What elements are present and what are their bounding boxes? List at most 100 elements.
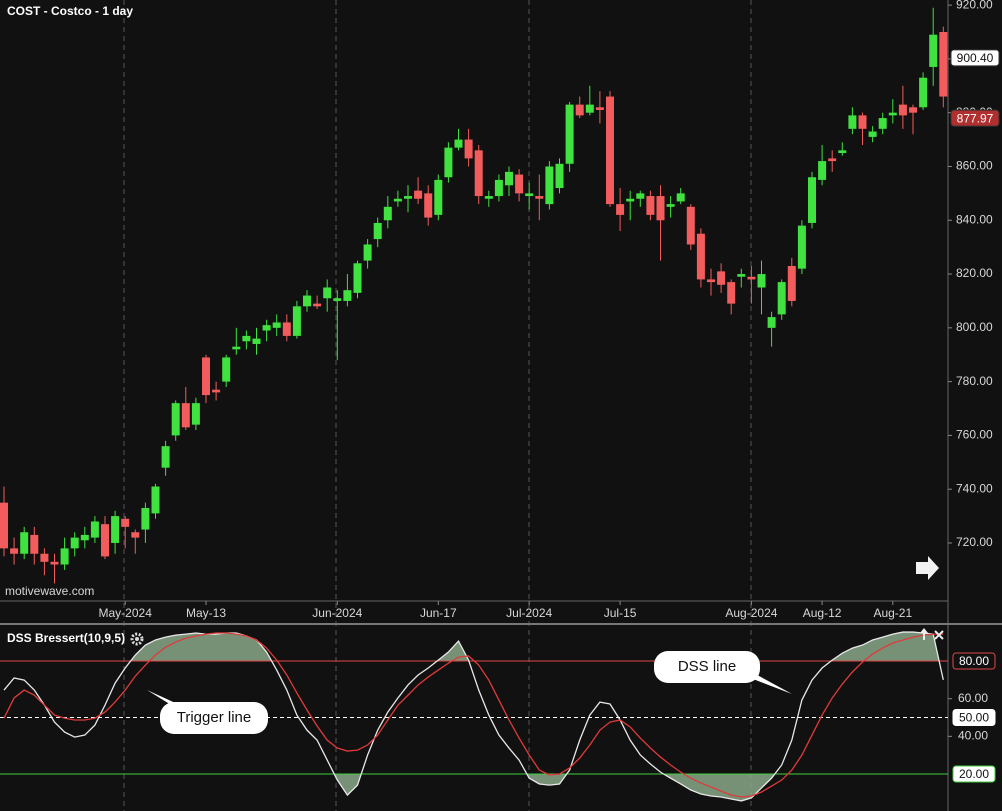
candle-body: [636, 193, 645, 199]
y-tick-label: 860.00: [956, 159, 993, 173]
x-tick-label: May-13: [186, 606, 226, 620]
candle-body: [717, 271, 726, 285]
candle-body: [616, 204, 625, 215]
y-tick-label: 840.00: [956, 212, 993, 226]
candle-body: [191, 403, 200, 425]
y-tick-label: 60.00: [958, 691, 988, 705]
candle-body: [434, 179, 443, 215]
x-tick-label: Aug-2024: [725, 606, 777, 620]
level-label: 50.00: [959, 711, 989, 725]
candle-body: [464, 139, 473, 159]
level-badge: [952, 709, 996, 727]
annotation-text: Trigger line: [177, 709, 251, 726]
candle-body: [70, 537, 79, 549]
candle-body: [737, 274, 746, 277]
candle-body: [666, 204, 675, 207]
candle-body: [383, 206, 392, 221]
month-separators: [123, 0, 752, 811]
price-marker: [950, 109, 1000, 127]
candle-body: [888, 112, 897, 116]
candle-body: [818, 161, 827, 180]
candle-body: [50, 561, 59, 565]
x-tick-label: May-2024: [99, 606, 153, 620]
x-tick-label: Aug-21: [873, 606, 912, 620]
candle-body: [212, 389, 221, 393]
candle-body: [494, 179, 503, 197]
candle-body: [272, 322, 281, 328]
candle-body: [898, 104, 907, 116]
candle-body: [353, 263, 362, 293]
candle-body: [252, 338, 261, 344]
candle-body: [343, 290, 352, 301]
candle-body: [848, 115, 857, 129]
price-marker: [950, 49, 1000, 67]
level-badge: [952, 765, 996, 783]
candle-body: [484, 196, 493, 199]
level-label: 20.00: [959, 767, 989, 781]
candle-body: [393, 198, 402, 202]
candle-body: [292, 306, 301, 336]
candle-body: [909, 107, 917, 113]
candle-body: [131, 532, 140, 538]
y-tick-label: 760.00: [956, 428, 993, 442]
candle-body: [686, 206, 695, 245]
candle-body: [141, 508, 150, 530]
candle-body: [121, 518, 130, 527]
candle-body: [939, 32, 948, 97]
candle-body: [101, 524, 109, 557]
x-tick-label: Aug-12: [803, 606, 842, 620]
dss-callout: DSS line: [654, 651, 792, 694]
price-marker-label: 900.40: [957, 51, 994, 65]
candle-body: [808, 177, 816, 223]
candle-body: [656, 196, 665, 221]
candle-body: [626, 198, 635, 202]
scroll-right-button[interactable]: [916, 556, 939, 580]
candle-body: [242, 335, 251, 342]
x-tick-label: Jul-2024: [506, 606, 552, 620]
candle-body: [747, 276, 756, 280]
candle-body: [10, 548, 19, 554]
y-tick-label: 740.00: [956, 481, 993, 495]
candle-body: [707, 279, 715, 283]
trigger-callout: Trigger line: [147, 690, 268, 734]
candle-body: [0, 502, 8, 549]
candle-body: [787, 265, 796, 301]
settings-icon[interactable]: [130, 632, 144, 646]
y-tick-label: 920.00: [956, 0, 993, 11]
candle-body: [404, 196, 412, 199]
candle-body: [454, 139, 463, 148]
candle-body: [646, 196, 655, 215]
panel-move-up-button[interactable]: [920, 628, 928, 640]
indicator-title: DSS Bressert(10,9,5): [7, 631, 125, 645]
candle-body: [676, 193, 685, 202]
candle-body: [161, 446, 170, 468]
candle-body: [757, 274, 766, 288]
annotation-text: DSS line: [678, 658, 736, 675]
y-tick-label: 800.00: [956, 320, 993, 334]
candle-body: [858, 115, 867, 129]
candle-body: [90, 521, 99, 538]
candle-body: [282, 322, 291, 336]
panel-close-button[interactable]: [934, 630, 944, 640]
candle-body: [414, 190, 423, 199]
candle-body: [181, 403, 190, 428]
candle-body: [20, 532, 29, 554]
watermark: motivewave.com: [5, 584, 94, 598]
candle-body: [202, 357, 210, 396]
candle-body: [313, 303, 322, 307]
x-tick-label: Jun-2024: [312, 606, 362, 620]
price-marker-label: 877.97: [957, 111, 994, 125]
candle-body: [555, 163, 564, 188]
candle-body: [474, 150, 483, 197]
candle-body: [60, 548, 69, 565]
x-tick-label: Jun-17: [420, 606, 457, 620]
candle-body: [919, 77, 928, 108]
y-tick-label: 720.00: [956, 535, 993, 549]
candle-body: [151, 486, 160, 514]
candle-body: [767, 317, 776, 328]
candle-body: [606, 96, 614, 205]
candle-body: [333, 298, 342, 301]
indicator-line: [3, 632, 944, 798]
